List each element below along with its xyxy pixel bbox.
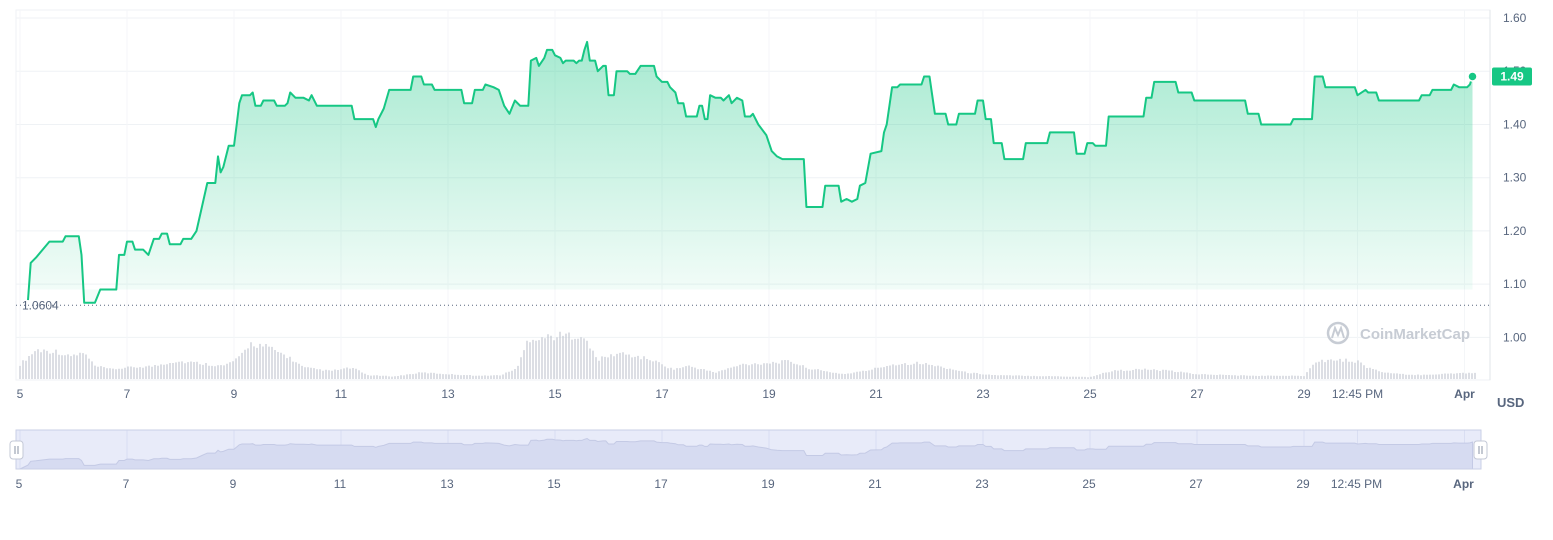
navigator-x-tick-label: 5 (16, 477, 23, 491)
navigator-area (19, 437, 1473, 470)
current-price-dot (1467, 71, 1478, 82)
x-tick-label: 9 (231, 387, 238, 401)
navigator-x-tick-label: 7 (123, 477, 130, 491)
price-area-fill (28, 41, 1473, 303)
navigator-x-tick-label: 19 (761, 477, 775, 491)
price-area (27, 40, 1474, 304)
y-axis: 1.601.501.401.301.201.101.00 (1503, 11, 1527, 344)
coinmarketcap-logo-icon (1326, 321, 1350, 345)
y-tick-label: 1.30 (1503, 171, 1527, 185)
x-tick-label: 23 (976, 387, 990, 401)
y-tick-label: 1.60 (1503, 11, 1527, 25)
baseline-label: 1.0604 (22, 298, 59, 312)
navigator-left-handle[interactable] (9, 440, 24, 460)
x-tick-label: 15 (548, 387, 562, 401)
x-tick-label: Apr (1454, 387, 1475, 401)
x-tick-label: 12:45 PM (1332, 387, 1383, 401)
y-tick-label: 1.20 (1503, 224, 1527, 238)
navigator-x-tick-label: Apr (1453, 477, 1474, 491)
watermark-text: CoinMarketCap (1360, 326, 1470, 343)
navigator-x-tick-label: 15 (547, 477, 561, 491)
x-tick-label: 17 (655, 387, 669, 401)
x-tick-label: 7 (124, 387, 131, 401)
volume-bars (19, 331, 1476, 379)
current-price-badge: 1.49 (1492, 67, 1532, 86)
navigator-x-tick-label: 29 (1296, 477, 1310, 491)
x-tick-label: 13 (441, 387, 455, 401)
x-tick-label: 29 (1297, 387, 1311, 401)
current-price-badge-bg (1492, 67, 1532, 86)
x-tick-label: 11 (335, 387, 348, 401)
navigator-x-tick-label: 25 (1082, 477, 1096, 491)
y-tick-label: 1.40 (1503, 117, 1527, 131)
navigator-x-tick-label: 11 (334, 477, 347, 491)
currency-unit-label: USD (1497, 395, 1524, 410)
coinmarketcap-watermark: CoinMarketCap (1326, 321, 1470, 345)
y-tick-label: 1.00 (1503, 330, 1527, 344)
current-price-label: 1.49 (1500, 70, 1524, 84)
y-tick-label: 1.10 (1503, 277, 1527, 291)
x-tick-label: 25 (1083, 387, 1097, 401)
navigator-x-tick-label: 17 (654, 477, 668, 491)
x-tick-label: 21 (869, 387, 883, 401)
x-tick-label: 5 (17, 387, 24, 401)
navigator-right-handle[interactable] (1473, 440, 1488, 460)
navigator-x-axis: 5 7 9 11 13 15 17 19 21 23 25 27 29 12:45 PM Apr (16, 477, 1475, 491)
navigator-x-tick-label: 23 (975, 477, 989, 491)
navigator-x-tick-label: 12:45 PM (1331, 477, 1382, 491)
x-tick-label: 19 (762, 387, 776, 401)
navigator-x-tick-label: 9 (230, 477, 237, 491)
coinmarketcap-logo-mark (1331, 325, 1345, 339)
x-tick-label: 27 (1190, 387, 1204, 401)
range-navigator[interactable] (9, 429, 1488, 470)
x-axis: 5 7 9 11 13 15 17 19 21 23 25 27 29 12:45 PM Apr (17, 387, 1476, 401)
price-line (27, 40, 1474, 304)
navigator-x-tick-label: 21 (868, 477, 882, 491)
navigator-x-tick-label: 27 (1189, 477, 1203, 491)
navigator-x-tick-label: 13 (440, 477, 454, 491)
